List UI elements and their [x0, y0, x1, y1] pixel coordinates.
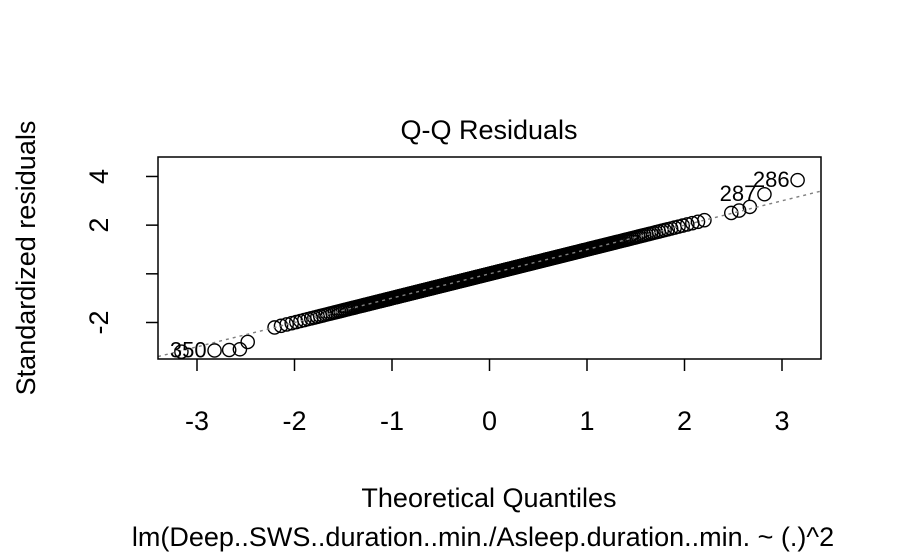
data-point: [279, 317, 294, 332]
data-point: [690, 214, 706, 230]
data-point: [273, 318, 289, 334]
data-point: [232, 341, 248, 357]
x-tick-label: -1: [380, 406, 404, 436]
x-tick-label: 0: [482, 406, 497, 436]
data-point: [724, 205, 739, 221]
data-point: [790, 172, 805, 188]
data-point: [221, 342, 237, 358]
y-tick-label: -2: [84, 310, 114, 334]
y-tick-label: 2: [84, 218, 114, 233]
data-point: [731, 203, 747, 218]
x-axis: -3 -2 -1 0 1 2 3: [185, 359, 790, 436]
data-point: [697, 212, 712, 228]
reference-line: [158, 190, 821, 358]
data-point: [757, 186, 772, 202]
x-axis-label: Theoretical Quantiles: [361, 483, 616, 513]
y-axis-label: Standardized residuals: [11, 121, 41, 396]
data-point: [207, 343, 222, 358]
x-tick-label: -2: [282, 406, 306, 436]
point-annotation: 287: [720, 181, 757, 206]
y-axis: -2 2 4: [84, 169, 158, 335]
chart-subtitle: lm(Deep..SWS..duration..min./Asleep.dura…: [132, 522, 834, 552]
x-tick-label: 1: [579, 406, 594, 436]
point-annotation: 350: [170, 338, 207, 363]
points-layer: [174, 172, 805, 359]
y-tick-label: 4: [84, 169, 114, 184]
chart-title: Q-Q Residuals: [400, 115, 577, 145]
x-tick-label: 2: [677, 406, 692, 436]
data-point: [679, 217, 695, 232]
x-tick-label: 3: [774, 406, 789, 436]
data-point: [240, 334, 255, 350]
point-annotation: 286: [753, 167, 790, 192]
x-tick-label: -3: [185, 406, 209, 436]
